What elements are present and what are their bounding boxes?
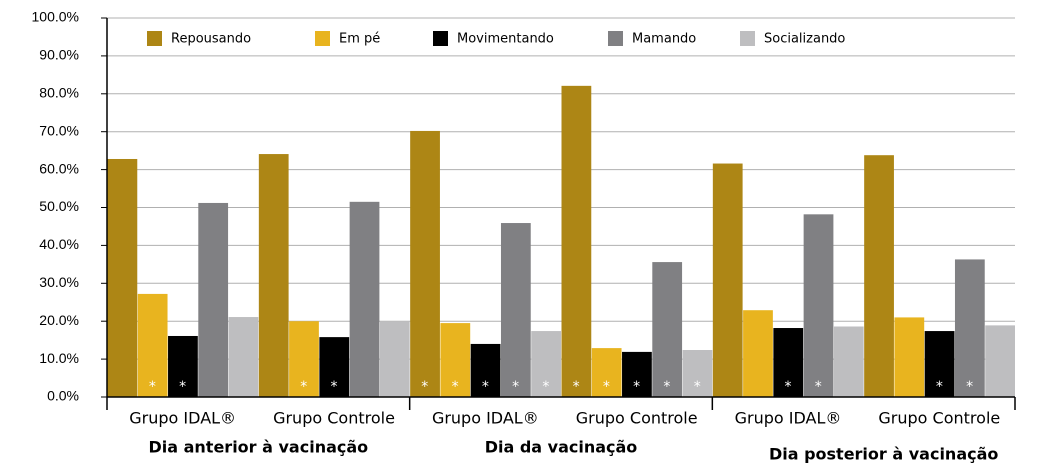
significance-marker: * xyxy=(452,379,459,395)
bar xyxy=(985,325,1015,397)
bar xyxy=(652,262,683,397)
significance-marker: * xyxy=(633,379,640,395)
y-tick-label: 50.0% xyxy=(39,198,79,214)
bar xyxy=(743,310,773,397)
legend-swatch xyxy=(433,31,448,46)
bar xyxy=(591,348,622,397)
y-tick-label: 70.0% xyxy=(39,122,79,138)
legend-label: Socializando xyxy=(764,32,845,47)
bar xyxy=(894,317,925,397)
bar xyxy=(137,293,168,397)
significance-marker: * xyxy=(421,379,428,395)
bar xyxy=(773,328,804,397)
y-tick-label: 0.0% xyxy=(47,388,79,404)
y-tick-label: 80.0% xyxy=(39,85,79,101)
bar xyxy=(289,321,319,397)
bar xyxy=(833,326,864,397)
bar xyxy=(470,343,501,397)
significance-marker: * xyxy=(936,379,943,395)
bar xyxy=(198,202,229,397)
group-label: Dia posterior à vacinação xyxy=(769,445,998,464)
legend-label: Em pé xyxy=(339,32,380,47)
bar xyxy=(349,201,380,397)
bar xyxy=(954,259,985,397)
significance-marker: * xyxy=(482,379,489,395)
x-tick-label: Grupo Controle xyxy=(878,409,1000,428)
bar xyxy=(803,214,834,397)
significance-marker: * xyxy=(542,379,549,395)
bar xyxy=(410,130,440,397)
significance-marker: * xyxy=(694,379,701,395)
bar xyxy=(319,337,350,397)
bar xyxy=(682,350,713,397)
bar xyxy=(500,223,531,397)
legend-label: Mamando xyxy=(632,32,696,47)
y-tick-label: 20.0% xyxy=(39,312,79,328)
significance-marker: * xyxy=(149,379,156,395)
legend-swatch xyxy=(608,31,623,46)
significance-marker: * xyxy=(815,379,822,395)
bar xyxy=(712,163,743,397)
legend-label: Movimentando xyxy=(457,32,554,47)
bar xyxy=(107,158,138,397)
bar xyxy=(228,317,259,397)
x-tick-label: Grupo IDAL® xyxy=(432,409,539,428)
significance-marker: * xyxy=(785,379,792,395)
x-tick-label: Grupo IDAL® xyxy=(735,409,842,428)
y-tick-label: 40.0% xyxy=(39,236,79,252)
y-tick-label: 30.0% xyxy=(39,274,79,290)
bar xyxy=(864,155,894,397)
y-tick-label: 90.0% xyxy=(39,47,79,63)
bar xyxy=(440,323,471,397)
bar xyxy=(924,331,955,397)
significance-marker: * xyxy=(966,379,973,395)
legend-swatch xyxy=(740,31,755,46)
bar xyxy=(622,351,652,397)
x-tick-label: Grupo IDAL® xyxy=(129,409,236,428)
bar xyxy=(531,331,561,397)
significance-marker: * xyxy=(179,379,186,395)
significance-marker: * xyxy=(573,379,580,395)
significance-marker: * xyxy=(663,379,670,395)
x-tick-label: Grupo Controle xyxy=(273,409,395,428)
y-tick-label: 60.0% xyxy=(39,160,79,176)
legend-swatch xyxy=(315,31,330,46)
bar xyxy=(258,154,289,397)
significance-marker: * xyxy=(331,379,338,395)
x-tick-label: Grupo Controle xyxy=(576,409,698,428)
legend-swatch xyxy=(147,31,162,46)
y-tick-label: 10.0% xyxy=(39,350,79,366)
significance-marker: * xyxy=(512,379,519,395)
bar xyxy=(561,85,592,397)
group-label: Dia anterior à vacinação xyxy=(148,438,368,457)
bar xyxy=(168,335,198,397)
group-label: Dia da vacinação xyxy=(485,438,638,457)
significance-marker: * xyxy=(603,379,610,395)
bar xyxy=(379,321,410,397)
significance-marker: * xyxy=(300,379,307,395)
y-tick-label: 100.0% xyxy=(32,9,79,25)
legend-label: Repousando xyxy=(171,32,251,47)
